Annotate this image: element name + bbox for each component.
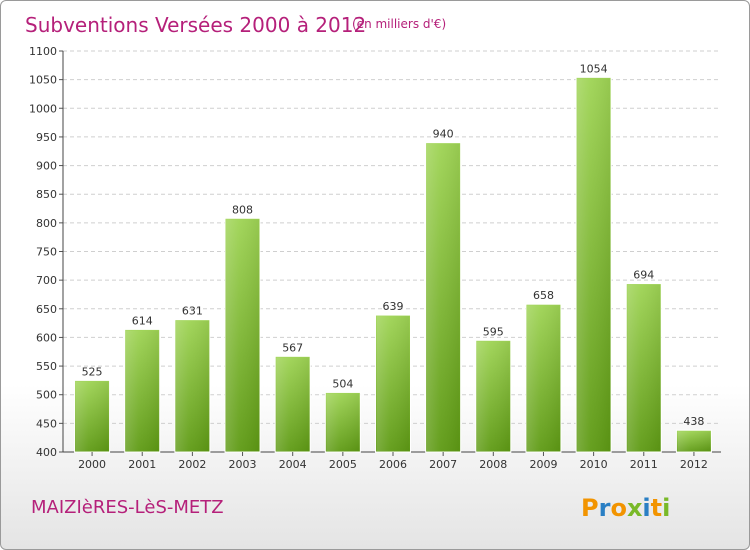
- proxiti-logo: Proxiti: [581, 494, 670, 522]
- chart-title: Subventions Versées 2000 à 2012: [25, 13, 366, 37]
- x-tick-label: 2012: [680, 458, 708, 471]
- x-tick-label: 2010: [580, 458, 608, 471]
- x-tick-label: 2003: [229, 458, 257, 471]
- data-label: 525: [82, 365, 103, 378]
- bar-shine: [75, 381, 109, 451]
- data-label: 694: [633, 269, 654, 282]
- data-label: 567: [282, 341, 303, 354]
- y-tick-label: 700: [36, 274, 57, 287]
- logo-letter: i: [662, 494, 670, 522]
- x-tick-label: 2007: [429, 458, 457, 471]
- bars: [74, 76, 712, 453]
- y-tick-label: 600: [36, 331, 57, 344]
- logo-letter: o: [610, 494, 627, 522]
- y-tick-label: 450: [36, 417, 57, 430]
- x-tick-label: 2004: [279, 458, 307, 471]
- bar-shine: [125, 330, 159, 451]
- y-tick-label: 550: [36, 360, 57, 373]
- bar-shine: [376, 316, 410, 451]
- data-label: 808: [232, 203, 253, 216]
- y-tick-label: 1050: [29, 74, 57, 87]
- y-tick-label: 1000: [29, 102, 57, 115]
- place-name: MAIZIèRES-LèS-METZ: [31, 497, 224, 518]
- x-tick-label: 2006: [379, 458, 407, 471]
- bar-shine: [526, 305, 560, 451]
- logo-letter: t: [651, 494, 662, 522]
- y-tick-label: 1100: [29, 45, 57, 58]
- bar-shine: [175, 320, 209, 451]
- x-tick-label: 2000: [78, 458, 106, 471]
- logo-letter: i: [642, 494, 650, 522]
- x-tick-label: 2001: [128, 458, 156, 471]
- x-tick-labels: 2000 2001 2002 2003 2004 2005 2006 2007 2008 2009…: [78, 452, 708, 471]
- y-tick-label: 750: [36, 246, 57, 259]
- x-tick-label: 2002: [178, 458, 206, 471]
- bar-shine: [577, 78, 611, 451]
- bar-shine: [627, 284, 661, 451]
- logo-text: Proxiti: [581, 494, 670, 522]
- chart-unit-note: (en milliers d'€): [352, 17, 446, 31]
- bar-shine: [276, 357, 310, 451]
- data-label: 658: [533, 289, 554, 302]
- bar-shine: [476, 341, 510, 451]
- logo-letter: r: [599, 494, 611, 522]
- data-label: 631: [182, 305, 203, 318]
- y-tick-label: 950: [36, 131, 57, 144]
- x-tick-label: 2011: [630, 458, 658, 471]
- bar-shine: [226, 219, 260, 451]
- data-label: 1054: [580, 62, 608, 75]
- y-tick-labels: 400 450 500 550 600 650 700 750 800 850 900 950 1000…: [29, 45, 57, 459]
- data-label: 595: [483, 325, 504, 338]
- bar-shine: [426, 143, 460, 451]
- data-labels: 525 614 631 808 567 504 639 940 595 658 1054 694 438: [82, 62, 705, 428]
- y-tick-label: 650: [36, 303, 57, 316]
- y-tick-label: 500: [36, 389, 57, 402]
- y-tick-label: 850: [36, 188, 57, 201]
- data-label: 504: [332, 377, 353, 390]
- data-label: 438: [683, 415, 704, 428]
- bar-shine: [326, 393, 360, 451]
- x-tick-label: 2009: [529, 458, 557, 471]
- x-tick-label: 2008: [479, 458, 507, 471]
- data-label: 639: [383, 300, 404, 313]
- y-tick-label: 400: [36, 446, 57, 459]
- data-label: 940: [433, 128, 454, 141]
- y-tick-label: 900: [36, 160, 57, 173]
- data-label: 614: [132, 314, 153, 327]
- logo-letter: x: [627, 494, 643, 522]
- logo-letter: P: [581, 494, 599, 522]
- bar-shine: [677, 431, 711, 451]
- y-tick-label: 800: [36, 217, 57, 230]
- x-tick-label: 2005: [329, 458, 357, 471]
